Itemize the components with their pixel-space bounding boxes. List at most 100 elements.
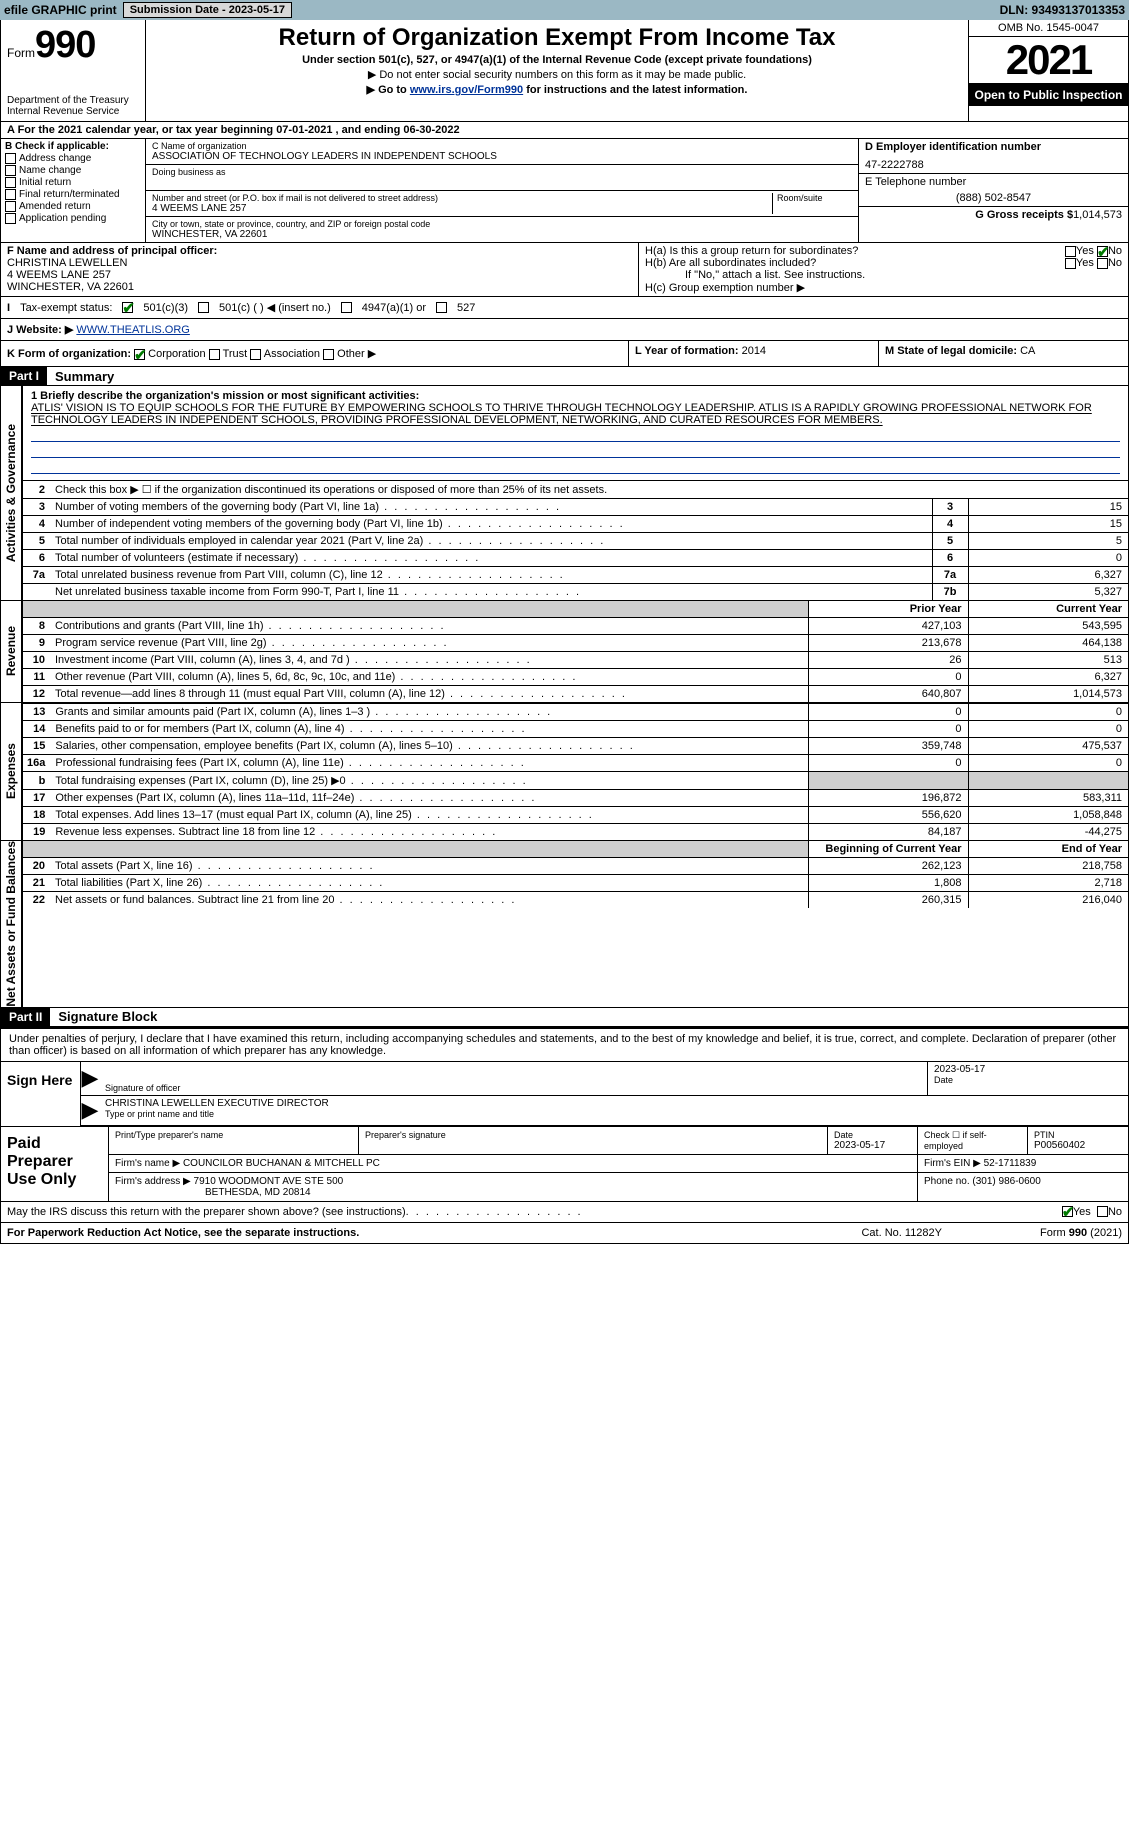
sig-date: 2023-05-17 <box>934 1064 1122 1075</box>
hb-text: H(b) Are all subordinates included? <box>645 257 816 269</box>
table-row: bTotal fundraising expenses (Part IX, co… <box>23 772 1128 790</box>
arrow-icon: ▶ <box>81 1062 99 1095</box>
col-l: L Year of formation: 2014 <box>628 341 878 366</box>
form-subtitle: Under section 501(c), 527, or 4947(a)(1)… <box>154 54 960 66</box>
officer-typed-name: CHRISTINA LEWELLEN EXECUTIVE DIRECTOR <box>105 1098 1122 1109</box>
chk-527[interactable] <box>436 302 447 313</box>
part1-header: Part I Summary <box>1 367 1128 386</box>
chk-final[interactable]: Final return/terminated <box>5 189 141 200</box>
name-label: C Name of organization <box>152 141 852 151</box>
may-irs-row: May the IRS discuss this return with the… <box>1 1201 1128 1222</box>
table-row: 8Contributions and grants (Part VIII, li… <box>23 618 1128 635</box>
domicile: CA <box>1020 345 1035 357</box>
ptin: P00560402 <box>1034 1140 1122 1151</box>
hdr-end: End of Year <box>968 841 1128 858</box>
table-row: 18Total expenses. Add lines 13–17 (must … <box>23 807 1128 824</box>
part1-badge: Part I <box>1 367 47 385</box>
street-addr: 4 WEEMS LANE 257 <box>152 203 772 214</box>
chk-pending[interactable]: Application pending <box>5 213 141 224</box>
chk-other[interactable] <box>323 349 334 360</box>
addr-row: Number and street (or P.O. box if mail i… <box>146 191 858 217</box>
phone-row: E Telephone number (888) 502-8547 <box>859 174 1128 207</box>
irs-link[interactable]: www.irs.gov/Form990 <box>410 84 523 96</box>
row-a-period: A For the 2021 calendar year, or tax yea… <box>1 122 1128 139</box>
chk-501c[interactable] <box>198 302 209 313</box>
mission-block: 1 Briefly describe the organization's mi… <box>23 386 1128 480</box>
table-row: 7aTotal unrelated business revenue from … <box>23 567 1128 584</box>
signature-block: Under penalties of perjury, I declare th… <box>1 1027 1128 1222</box>
form-990: 990 <box>35 24 95 66</box>
chk-trust[interactable] <box>209 349 220 360</box>
col-m: M State of legal domicile: CA <box>878 341 1128 366</box>
table-row: 21Total liabilities (Part X, line 26)1,8… <box>23 875 1128 892</box>
chk-initial[interactable]: Initial return <box>5 177 141 188</box>
col-b-title: B Check if applicable: <box>5 141 141 152</box>
col-h: H(a) Is this a group return for subordin… <box>638 243 1128 296</box>
phone-value: (888) 502-8547 <box>865 192 1122 204</box>
col-b: B Check if applicable: Address change Na… <box>1 139 146 242</box>
gross-value: 1,014,573 <box>1073 209 1122 221</box>
chk-amended[interactable]: Amended return <box>5 201 141 212</box>
sign-here-row: Sign Here ▶ Signature of officer 2023-05… <box>1 1061 1128 1126</box>
note-1: ▶ Do not enter social security numbers o… <box>154 68 960 81</box>
block-bcde: B Check if applicable: Address change Na… <box>1 139 1128 243</box>
table-row: 19Revenue less expenses. Subtract line 1… <box>23 824 1128 841</box>
block-klm: K Form of organization: Corporation Trus… <box>1 341 1128 367</box>
gross-label: G Gross receipts $ <box>975 209 1073 221</box>
part1-activities: Activities & Governance 1 Briefly descri… <box>1 386 1128 601</box>
dept-label: Department of the Treasury <box>7 95 139 106</box>
officer-label: F Name and address of principal officer: <box>7 245 632 257</box>
prep-phone-label: Phone no. <box>924 1176 970 1187</box>
table-row: 14Benefits paid to or for members (Part … <box>23 721 1128 738</box>
chk-discuss-yes[interactable] <box>1062 1206 1073 1217</box>
ein-label: D Employer identification number <box>865 141 1122 153</box>
prep-phone: (301) 986-0600 <box>972 1176 1040 1187</box>
form-container: Form990 Department of the Treasury Inter… <box>0 20 1129 1244</box>
net-table: Beginning of Current YearEnd of Year 20T… <box>23 841 1128 908</box>
table-row: 13Grants and similar amounts paid (Part … <box>23 704 1128 721</box>
chk-discuss-no[interactable] <box>1097 1206 1108 1217</box>
col-k: K Form of organization: Corporation Trus… <box>1 341 628 366</box>
table-row: 10Investment income (Part VIII, column (… <box>23 652 1128 669</box>
firm-name-label: Firm's name ▶ <box>115 1158 180 1169</box>
hc-text: H(c) Group exemption number ▶ <box>645 281 1122 294</box>
hb-note: If "No," attach a list. See instructions… <box>645 269 1122 281</box>
submission-btn[interactable]: Submission Date - 2023-05-17 <box>123 2 292 18</box>
city-row: City or town, state or province, country… <box>146 217 858 242</box>
header-left: Form990 Department of the Treasury Inter… <box>1 20 146 121</box>
type-name-label: Type or print name and title <box>105 1109 1122 1119</box>
website-link[interactable]: WWW.THEATLIS.ORG <box>76 324 189 336</box>
chk-501c3[interactable] <box>122 302 133 313</box>
col-de: D Employer identification number 47-2222… <box>858 139 1128 242</box>
firm-addr2: BETHESDA, MD 20814 <box>115 1187 911 1198</box>
header-mid: Return of Organization Exempt From Incom… <box>146 20 968 121</box>
city-label: City or town, state or province, country… <box>152 219 852 229</box>
addr-label: Number and street (or P.O. box if mail i… <box>152 193 772 203</box>
part1-expenses: Expenses 13Grants and similar amounts pa… <box>1 703 1128 841</box>
org-name-row: C Name of organization ASSOCIATION OF TE… <box>146 139 858 165</box>
irs-label: Internal Revenue Service <box>7 106 139 117</box>
top-bar: efile GRAPHIC print Submission Date - 20… <box>0 0 1129 20</box>
ptin-label: PTIN <box>1034 1130 1122 1140</box>
phone-label: E Telephone number <box>865 176 1122 188</box>
row-i: I Tax-exempt status: 501(c)(3) 501(c) ( … <box>1 297 1128 319</box>
chk-4947[interactable] <box>341 302 352 313</box>
firm-addr-label: Firm's address ▶ <box>115 1176 191 1187</box>
domicile-label: M State of legal domicile: <box>885 345 1017 357</box>
chk-assoc[interactable] <box>250 349 261 360</box>
hdr-curr: Current Year <box>968 601 1128 618</box>
city-state: WINCHESTER, VA 22601 <box>152 229 852 240</box>
firm-name: COUNCILOR BUCHANAN & MITCHELL PC <box>183 1158 380 1169</box>
chk-corp[interactable] <box>134 349 145 360</box>
prep-sig-label: Preparer's signature <box>365 1130 821 1140</box>
gov-table: 2Check this box ▶ ☐ if the organization … <box>23 480 1128 600</box>
col-f: F Name and address of principal officer:… <box>1 243 638 296</box>
chk-address[interactable]: Address change <box>5 153 141 164</box>
ha-text: H(a) Is this a group return for subordin… <box>645 245 858 257</box>
blank1 <box>31 428 1120 442</box>
col-c: C Name of organization ASSOCIATION OF TE… <box>146 139 858 242</box>
chk-name[interactable]: Name change <box>5 165 141 176</box>
hdr-begin: Beginning of Current Year <box>808 841 968 858</box>
hdr-prior: Prior Year <box>808 601 968 618</box>
year-formed-label: L Year of formation: <box>635 345 739 357</box>
